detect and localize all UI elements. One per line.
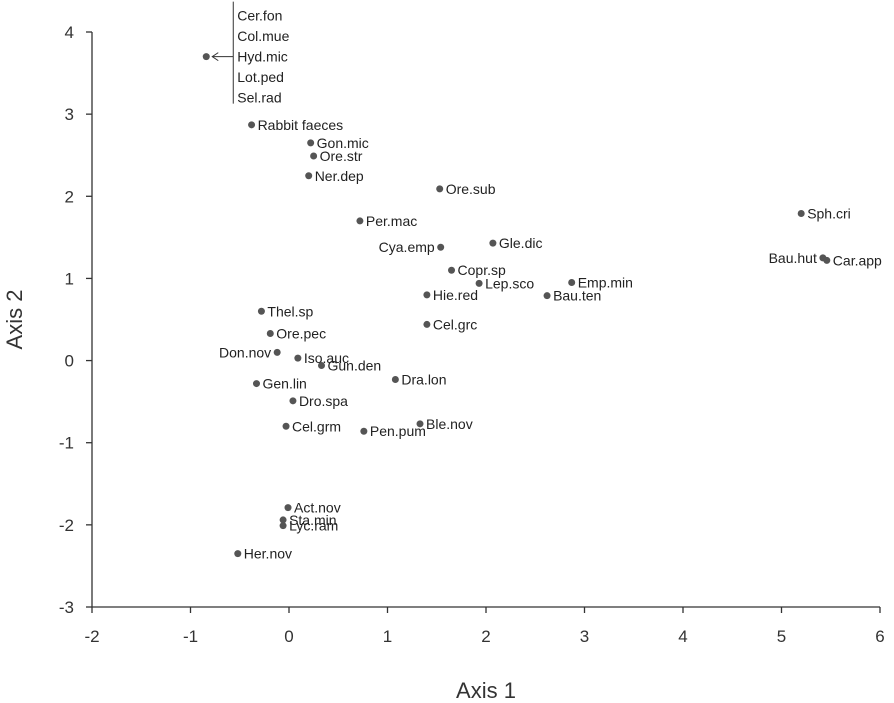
point-label: Sta.min [289,512,336,528]
data-point [448,266,456,274]
y-tick-label: 3 [65,105,74,124]
arrow-left-icon [211,52,219,62]
group-label: Hyd.mic [237,49,288,65]
point-label: Gun.den [328,358,382,374]
data-point [234,550,242,558]
point-label: Lyc.ram [289,518,338,534]
point-label: Gle.dic [499,235,543,251]
y-tick-label: -2 [59,516,74,535]
point-label: Gon.mic [317,135,369,151]
x-tick-label: 2 [481,627,490,646]
point-label: Dro.spa [299,393,348,409]
point-label: Per.mac [366,213,417,229]
data-point [266,329,274,337]
point-label: Ble.nov [426,416,473,432]
point-label: Car.app [833,252,882,268]
group-label: Col.mue [237,28,289,44]
y-tick-label: 1 [65,269,74,288]
x-tick-label: -1 [183,627,198,646]
data-point [823,256,831,264]
data-point [202,53,210,61]
data-point [318,362,326,369]
data-point [543,292,551,300]
data-point [294,354,302,362]
point-label: Ner.dep [315,168,364,184]
point-label: Ore.pec [276,325,326,341]
point-label: Hie.red [433,287,478,303]
data-point [568,279,576,287]
group-label: Lot.ped [237,69,284,85]
point-label: Copr.sp [458,262,506,278]
x-tick-label: 6 [875,627,884,646]
data-point [356,217,364,225]
point-label: Her.nov [244,546,292,562]
grouped-point: Cer.fon Col.mue Hyd.mic Lot.ped Sel.rad [202,1,290,106]
point-label: Cel.grc [433,316,477,332]
x-tick-label: 1 [383,627,392,646]
data-point [284,504,292,512]
point-label: Rabbit faeces [258,117,344,133]
data-point [307,139,315,147]
data-point [391,375,399,383]
x-tick-label: 3 [580,627,589,646]
y-axis-title: Axis 2 [2,290,27,350]
ticks: -2 -1 0 1 2 3 4 5 6 -3 -2 -1 0 1 2 3 4 [59,23,885,646]
point-label: Bau.hut [769,250,817,266]
y-tick-label: 4 [65,23,74,42]
group-label: Sel.rad [237,90,281,106]
y-tick-label: -1 [59,434,74,453]
point-label: Ore.sub [446,181,496,197]
data-point [360,427,368,435]
x-axis-title: Axis 1 [456,678,516,703]
point-label: Cya.emp [379,239,435,255]
y-tick-label: 0 [65,352,74,371]
data-point [273,348,281,356]
point-label: Dra.lon [401,371,446,387]
data-point [423,320,431,328]
point-label: Pen.pum [370,423,426,439]
data-point [423,291,431,299]
data-point [416,420,424,428]
data-point [489,239,497,247]
data-point [257,307,265,315]
data-point [436,185,444,193]
data-point [475,279,483,287]
point-label: Don.nov [219,344,271,360]
x-tick-label: -2 [84,627,99,646]
data-point [248,121,256,129]
point-label: Gen.lin [262,376,306,392]
y-tick-label: 2 [65,187,74,206]
point-label: Emp.min [578,275,633,291]
data-point [310,152,318,160]
point-label: Cel.grm [292,418,341,434]
x-tick-label: 0 [284,627,293,646]
data-point [797,210,805,218]
point-label: Sph.cri [807,206,851,222]
x-tick-label: 4 [678,627,687,646]
point-label: Act.nov [294,500,341,516]
data-point [252,380,260,388]
point-label: Bau.ten [553,288,601,304]
data-point [305,172,313,180]
group-label: Cer.fon [237,8,282,24]
x-tick-label: 5 [777,627,786,646]
data-point [279,516,287,524]
data-point [279,522,287,530]
point-label: Thel.sp [267,303,313,319]
point-label: Iso.auc [304,350,349,366]
data-point [289,397,297,405]
y-tick-label: -3 [59,598,74,617]
axes [91,32,880,608]
point-label: Ore.str [320,148,363,164]
point-label: Lep.sco [485,275,534,291]
data-point [437,243,445,251]
data-point [282,422,290,430]
